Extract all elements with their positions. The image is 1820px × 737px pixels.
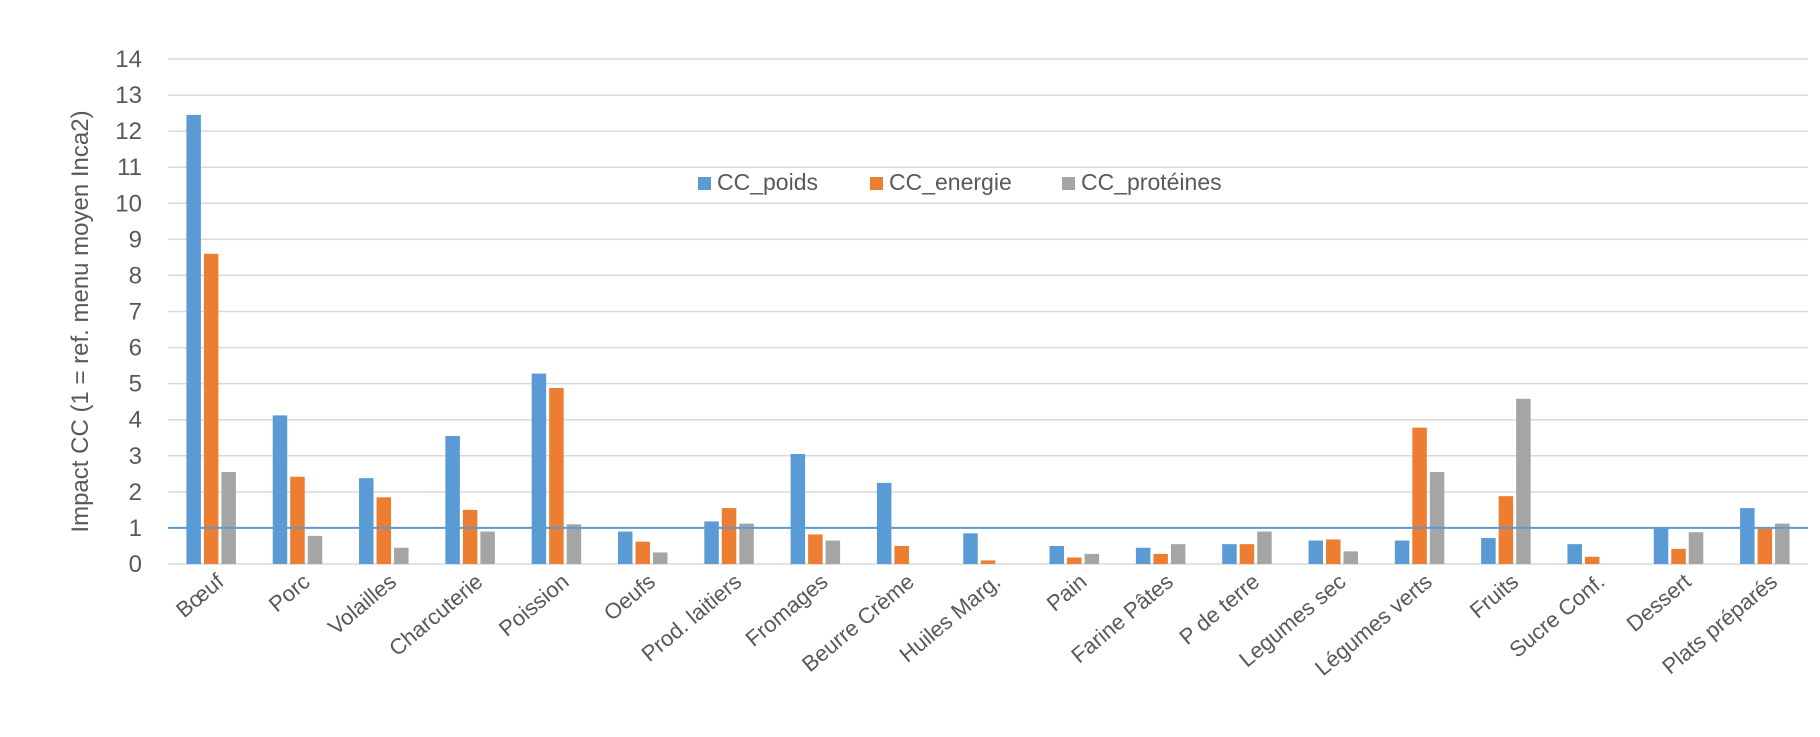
bar-cc-poids [272, 415, 288, 564]
bar-cc-poids [963, 533, 978, 564]
x-tick-label: Pain [1042, 569, 1092, 616]
y-tick-label: 11 [117, 154, 142, 181]
bar-cc-prot-ines [825, 540, 841, 564]
bar-cc-poids [617, 531, 633, 564]
bar-cc-energie [1757, 528, 1773, 564]
x-tick-label: Oeufs [599, 569, 660, 626]
bar-cc-prot-ines [566, 524, 582, 564]
x-tick-label: Dessert [1622, 569, 1696, 637]
bar-cc-energie [721, 508, 737, 564]
bar-cc-poids [1308, 540, 1324, 564]
bar-cc-energie [1067, 557, 1082, 564]
legend-label: CC_poids [717, 169, 818, 195]
bar-cc-energie [376, 497, 392, 564]
bars [186, 114, 1790, 565]
bar-cc-prot-ines [394, 547, 409, 564]
legend-swatch [1062, 177, 1075, 190]
x-tick-label: Fruits [1465, 569, 1523, 624]
bar-cc-energie [1584, 556, 1600, 564]
bar-cc-poids [1049, 545, 1065, 564]
bar-cc-prot-ines [307, 535, 323, 564]
bar-cc-energie [549, 387, 564, 564]
bar-cc-energie [1239, 544, 1255, 564]
x-tick-label: Volailles [323, 569, 401, 640]
y-tick-label: 2 [129, 479, 142, 506]
y-tick-label: 0 [129, 551, 142, 578]
y-tick-label: 6 [129, 335, 142, 362]
y-tick-label: 9 [129, 226, 142, 253]
x-tick-label: Poission [494, 569, 574, 642]
bar-cc-prot-ines [1775, 523, 1790, 564]
bar-cc-poids [1481, 538, 1496, 564]
y-tick-label: 7 [129, 299, 142, 326]
y-tick-label: 1 [129, 515, 142, 542]
bar-cc-energie [635, 541, 650, 564]
bar-cc-energie [894, 545, 909, 564]
bar-cc-poids [704, 521, 719, 564]
legend-swatch [870, 177, 883, 190]
bar-cc-prot-ines [1257, 531, 1272, 564]
x-tick-label: Charcuterie [384, 569, 487, 661]
bar-cc-prot-ines [1343, 551, 1359, 564]
y-axis-title: Impact CC (1 = ref. menu moyen Inca2) [67, 110, 94, 532]
bar-cc-poids [1567, 544, 1582, 564]
legend-label: CC_protéines [1081, 169, 1222, 195]
bar-cc-prot-ines [480, 531, 495, 564]
legend-swatch [698, 177, 711, 190]
bar-cc-poids [186, 114, 201, 565]
bar-cc-energie [462, 509, 478, 564]
bar-cc-prot-ines [1084, 553, 1100, 564]
bar-cc-prot-ines [1429, 472, 1445, 564]
y-tick-label: 5 [129, 371, 142, 398]
y-tick-label: 8 [129, 262, 142, 289]
bar-cc-poids [1653, 527, 1669, 564]
y-tick-label: 13 [115, 82, 142, 109]
bar-cc-prot-ines [1516, 398, 1531, 564]
bar-cc-poids [876, 482, 892, 564]
y-tick-label: 14 [115, 46, 142, 73]
bar-cc-prot-ines [739, 523, 754, 564]
bar-cc-energie [1153, 553, 1168, 564]
bar-cc-poids [1740, 508, 1755, 564]
bar-cc-energie [1326, 539, 1341, 564]
bar-cc-prot-ines [221, 472, 236, 564]
bar-cc-energie [290, 476, 305, 564]
bar-cc-poids [1222, 544, 1237, 564]
bar-cc-energie [1412, 427, 1427, 564]
x-tick-label: Porc [264, 569, 315, 617]
x-tick-label: P de terre [1174, 569, 1264, 650]
gridlines [168, 58, 1808, 565]
x-tick-label: Bœuf [171, 568, 229, 622]
bar-cc-energie [980, 560, 996, 564]
y-tick-label: 4 [129, 407, 142, 434]
y-tick-label: 12 [115, 118, 142, 145]
bar-cc-poids [1394, 540, 1410, 564]
bar-cc-poids [531, 373, 547, 564]
bar-cc-energie [808, 534, 823, 564]
bar-cc-poids [445, 435, 460, 564]
bar-cc-energie [1671, 548, 1686, 564]
y-tick-label: 10 [115, 190, 142, 217]
bar-cc-poids [359, 478, 374, 564]
bar-cc-prot-ines [652, 552, 668, 564]
x-tick-label: Sucre Conf. [1504, 569, 1609, 663]
legend: CC_poids CC_energie CC_protéines [698, 169, 1222, 195]
bar-cc-prot-ines [1170, 544, 1186, 564]
bar-cc-energie [1498, 496, 1514, 564]
bar-cc-poids [1135, 547, 1151, 564]
bar-cc-poids [790, 453, 806, 564]
legend-label: CC_energie [889, 169, 1012, 195]
bar-cc-energie [203, 253, 219, 565]
y-tick-label: 3 [129, 443, 142, 470]
bar-cc-prot-ines [1688, 532, 1704, 564]
